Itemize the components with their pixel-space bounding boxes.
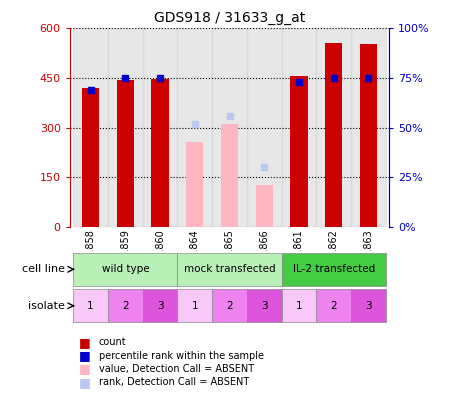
Bar xyxy=(212,289,247,322)
Bar xyxy=(177,253,282,286)
Bar xyxy=(316,289,351,322)
Text: 1: 1 xyxy=(87,301,94,311)
Bar xyxy=(351,28,386,227)
Bar xyxy=(186,143,203,227)
Bar xyxy=(282,28,316,227)
Bar xyxy=(151,79,169,227)
Bar xyxy=(143,28,177,227)
Bar xyxy=(82,88,99,227)
Text: 3: 3 xyxy=(365,301,372,311)
Bar xyxy=(108,28,143,227)
Bar xyxy=(316,28,351,227)
Title: GDS918 / 31633_g_at: GDS918 / 31633_g_at xyxy=(154,11,305,25)
Text: value, Detection Call = ABSENT: value, Detection Call = ABSENT xyxy=(99,364,254,374)
Bar xyxy=(247,289,282,322)
Bar xyxy=(360,44,377,227)
Text: ■: ■ xyxy=(79,376,90,389)
Text: count: count xyxy=(99,337,126,347)
Bar xyxy=(73,289,108,322)
Text: mock transfected: mock transfected xyxy=(184,264,275,274)
Text: rank, Detection Call = ABSENT: rank, Detection Call = ABSENT xyxy=(99,377,249,387)
Bar xyxy=(325,43,342,227)
Text: 3: 3 xyxy=(157,301,163,311)
Bar xyxy=(117,80,134,227)
Bar xyxy=(290,76,308,227)
Bar xyxy=(282,253,386,286)
Bar xyxy=(247,28,282,227)
Text: 1: 1 xyxy=(191,301,198,311)
Bar xyxy=(73,253,177,286)
Text: IL-2 transfected: IL-2 transfected xyxy=(292,264,375,274)
Text: 3: 3 xyxy=(261,301,268,311)
Text: ■: ■ xyxy=(79,336,90,349)
Text: 1: 1 xyxy=(296,301,302,311)
Bar xyxy=(256,185,273,227)
Text: isolate: isolate xyxy=(28,301,65,311)
Bar xyxy=(143,289,177,322)
Bar xyxy=(177,28,212,227)
Text: 2: 2 xyxy=(330,301,337,311)
Bar xyxy=(351,289,386,322)
Text: 2: 2 xyxy=(226,301,233,311)
Text: cell line: cell line xyxy=(22,264,65,274)
Text: percentile rank within the sample: percentile rank within the sample xyxy=(99,351,264,360)
Text: wild type: wild type xyxy=(102,264,149,274)
Bar xyxy=(177,289,212,322)
Bar xyxy=(108,289,143,322)
Bar xyxy=(282,289,316,322)
Text: ■: ■ xyxy=(79,349,90,362)
Bar xyxy=(73,28,108,227)
Text: 2: 2 xyxy=(122,301,129,311)
Text: ■: ■ xyxy=(79,362,90,375)
Bar xyxy=(221,124,238,227)
Bar xyxy=(212,28,247,227)
